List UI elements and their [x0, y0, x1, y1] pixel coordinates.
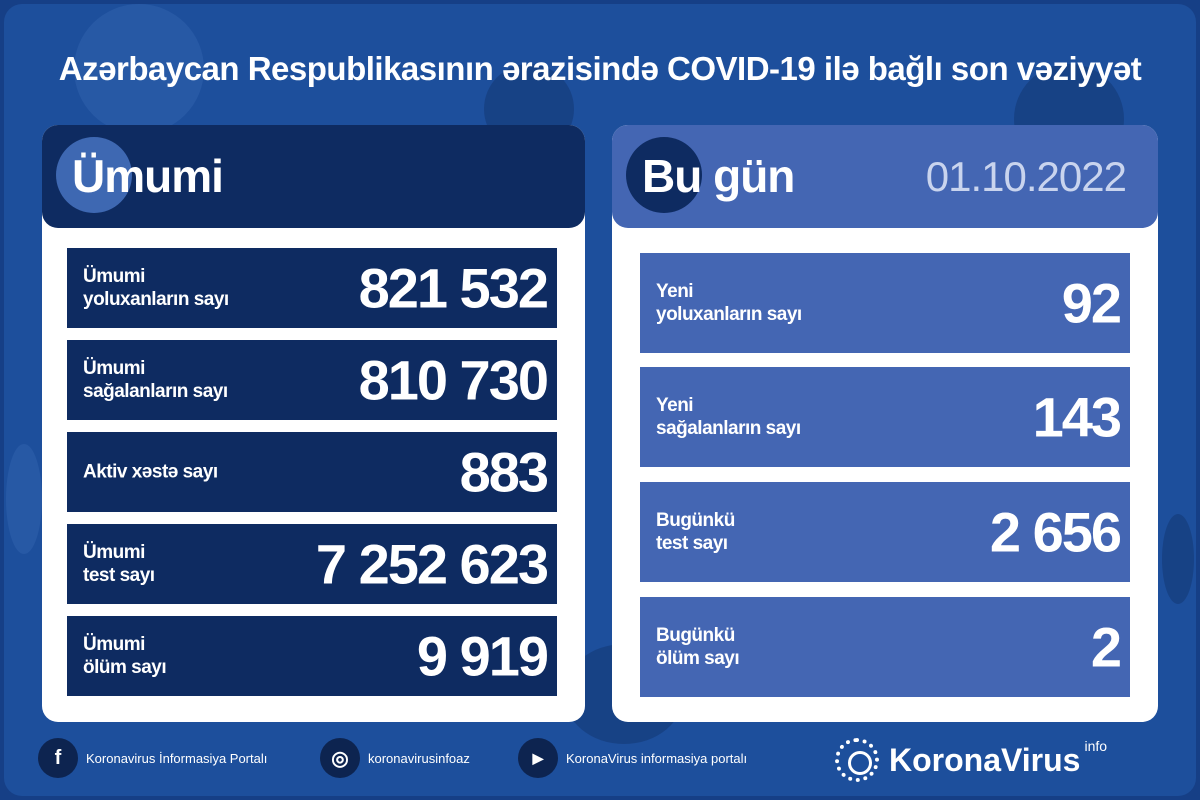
row-label: Yeni sağalanların sayı [656, 395, 801, 439]
row-value: 2 656 [989, 500, 1122, 564]
today-panel: Bu gün 01.10.2022 Yeni yoluxanların sayı … [612, 125, 1158, 722]
row-label: Aktiv xəstə sayı [83, 461, 218, 483]
sun-logo-icon [835, 738, 879, 782]
today-row-cases: Yeni yoluxanların sayı 92 [640, 253, 1130, 353]
instagram-icon: ◎ [320, 738, 360, 778]
instagram-label: koronavirusinfoaz [368, 750, 470, 766]
row-value: 7 252 623 [315, 532, 549, 596]
row-label: Bugünkü ölüm sayı [656, 625, 740, 669]
instagram-link[interactable]: ◎ koronavirusinfoaz [320, 738, 470, 778]
virus-icon [56, 137, 132, 213]
row-value: 92 [1061, 271, 1122, 335]
page-title: Azərbaycan Respublikasının ərazisində CO… [58, 50, 1142, 87]
facebook-icon: f [38, 738, 78, 778]
today-header: Bu gün 01.10.2022 [612, 125, 1158, 228]
row-value: 810 730 [358, 348, 549, 412]
facebook-label: Koronavirus İnformasiya Portalı [86, 750, 268, 766]
row-label: Bugünkü test sayı [656, 510, 735, 554]
total-row-tests: Ümumi test sayı 7 252 623 [67, 524, 557, 604]
row-value: 821 532 [358, 256, 549, 320]
total-row-cases: Ümumi yoluxanların sayı 821 532 [67, 248, 557, 328]
row-label: Ümumi ölüm sayı [83, 634, 167, 678]
total-row-recovered: Ümumi sağalanların sayı 810 730 [67, 340, 557, 420]
row-label: Ümumi sağalanların sayı [83, 358, 228, 402]
youtube-icon: ▶ [518, 738, 558, 778]
row-value: 2 [1090, 615, 1122, 679]
today-date: 01.10.2022 [925, 153, 1127, 200]
total-heading: Ümumi [72, 150, 224, 202]
footer: f Koronavirus İnformasiya Portalı ◎ koro… [0, 738, 1200, 782]
total-row-active: Aktiv xəstə sayı 883 [67, 432, 557, 512]
row-label: Yeni yoluxanların sayı [656, 281, 802, 325]
virus-decoration-icon [6, 444, 42, 554]
brand-sup: info [1084, 738, 1108, 754]
total-panel: Ümumi Ümumi yoluxanların sayı 821 532 Ümu… [42, 125, 585, 722]
koronavirus-logo: KoronaVirus info [835, 738, 1107, 782]
today-row-recovered: Yeni sağalanların sayı 143 [640, 367, 1130, 467]
virus-icon [626, 137, 702, 213]
youtube-label: KoronaVirus informasiya portalı [566, 750, 748, 766]
row-value: 9 919 [416, 624, 549, 688]
facebook-link[interactable]: f Koronavirus İnformasiya Portalı [38, 738, 267, 778]
brand-name: KoronaVirus [889, 741, 1081, 778]
virus-decoration-icon [1162, 514, 1194, 604]
total-header: Ümumi [42, 125, 585, 228]
row-value: 143 [1032, 385, 1122, 449]
row-label: Ümumi test sayı [83, 542, 155, 586]
today-row-deaths: Bugünkü ölüm sayı 2 [640, 597, 1130, 697]
virus-decoration-icon [74, 4, 204, 134]
total-row-deaths: Ümumi ölüm sayı 9 919 [67, 616, 557, 696]
today-heading: Bu gün [642, 150, 795, 202]
row-value: 883 [459, 440, 549, 504]
today-row-tests: Bugünkü test sayı 2 656 [640, 482, 1130, 582]
row-label: Ümumi yoluxanların sayı [83, 266, 229, 310]
youtube-link[interactable]: ▶ KoronaVirus informasiya portalı [518, 738, 747, 778]
